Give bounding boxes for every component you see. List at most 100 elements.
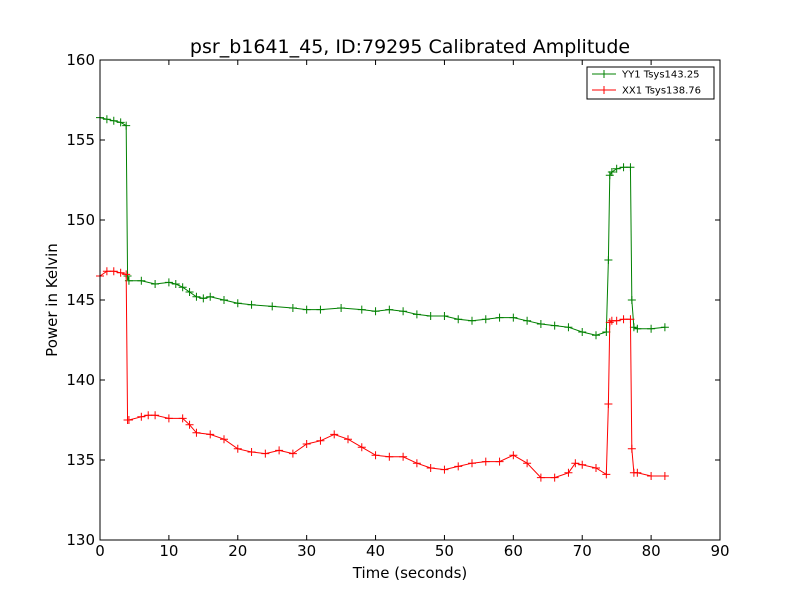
data-point — [192, 428, 201, 437]
data-point — [592, 331, 600, 340]
data-point — [633, 468, 642, 477]
y-tick-label: 140 — [66, 371, 95, 389]
data-point — [206, 292, 215, 301]
data-point — [578, 460, 587, 469]
data-point — [550, 321, 559, 330]
legend-marker — [600, 86, 608, 94]
data-point — [109, 267, 118, 276]
data-point — [612, 164, 621, 173]
data-point — [626, 315, 635, 324]
data-point — [288, 304, 297, 312]
data-point — [164, 414, 173, 423]
series-yy1 — [96, 113, 669, 340]
legend-label: XX1 Tsys138.76 — [622, 86, 701, 97]
data-point — [412, 310, 421, 319]
data-point — [199, 294, 208, 303]
data-point — [564, 468, 573, 477]
data-point — [660, 472, 669, 480]
data-point — [116, 268, 125, 277]
data-point — [619, 315, 628, 324]
data-point — [426, 464, 435, 472]
plot-area — [100, 60, 720, 540]
data-point — [660, 323, 669, 332]
data-point — [220, 296, 228, 304]
data-point — [247, 448, 256, 456]
data-point — [523, 459, 532, 468]
chart-title: psr_b1641_45, ID:79295 Calibrated Amplit… — [190, 36, 630, 58]
data-point — [124, 416, 133, 424]
data-point — [261, 449, 270, 458]
data-point — [481, 457, 490, 466]
y-axis-label: Power in Kelvin — [43, 243, 61, 357]
data-point — [109, 116, 118, 125]
data-point — [536, 320, 545, 328]
data-point — [233, 444, 242, 453]
data-point — [602, 470, 611, 479]
x-tick-label: 40 — [366, 542, 385, 560]
plot-frame — [99, 59, 721, 541]
data-point — [550, 473, 559, 482]
data-point — [302, 440, 311, 448]
data-point — [171, 280, 180, 288]
data-point — [468, 459, 476, 468]
x-tick-label: 80 — [642, 542, 661, 560]
legend: YY1 Tsys143.25 XX1 Tsys138.76 — [586, 66, 715, 100]
data-point — [116, 118, 125, 127]
data-point — [605, 171, 614, 180]
y-tick-label: 145 — [66, 291, 95, 309]
data-point — [185, 420, 194, 429]
x-axis-label: Time (seconds) — [352, 564, 468, 582]
data-point — [357, 443, 366, 452]
data-point — [399, 452, 408, 461]
data-point — [571, 459, 580, 468]
data-point — [122, 270, 131, 279]
data-point — [247, 300, 256, 309]
data-point — [275, 446, 284, 455]
data-point — [440, 312, 449, 320]
data-point — [627, 444, 636, 453]
data-point — [137, 276, 146, 285]
data-point — [564, 323, 573, 332]
data-point — [192, 292, 201, 301]
legend-box — [586, 66, 715, 100]
y-tick-label: 135 — [66, 451, 95, 469]
data-point — [604, 256, 613, 264]
data-point — [151, 280, 160, 288]
x-tick-label: 60 — [504, 542, 523, 560]
data-point — [592, 464, 600, 472]
data-point — [629, 323, 638, 332]
data-point — [426, 312, 435, 320]
data-point — [123, 272, 132, 280]
data-point — [268, 302, 277, 311]
data-point — [144, 411, 153, 420]
data-point — [604, 400, 613, 408]
data-point — [399, 307, 408, 316]
data-point — [288, 449, 297, 458]
data-point — [523, 316, 532, 325]
data-point — [102, 115, 111, 124]
x-tick-label: 0 — [95, 542, 105, 560]
legend-label: YY1 Tsys143.25 — [621, 70, 700, 81]
data-point — [647, 324, 656, 333]
data-point — [330, 430, 339, 439]
data-point — [612, 316, 621, 325]
data-point — [357, 305, 366, 314]
data-point — [316, 305, 325, 314]
data-point — [122, 121, 131, 130]
series-line — [99, 270, 665, 479]
data-point — [385, 452, 394, 461]
x-tick-label: 70 — [573, 542, 592, 560]
data-point — [185, 288, 194, 296]
data-point — [337, 304, 346, 312]
data-point — [233, 299, 242, 308]
data-point — [495, 313, 504, 322]
x-tick-label: 10 — [159, 542, 178, 560]
data-point — [602, 328, 611, 336]
x-tick-label: 90 — [710, 542, 729, 560]
data-point — [102, 267, 111, 276]
data-point — [509, 451, 518, 460]
data-point — [178, 283, 187, 292]
data-point — [385, 305, 394, 314]
data-point — [627, 296, 636, 304]
